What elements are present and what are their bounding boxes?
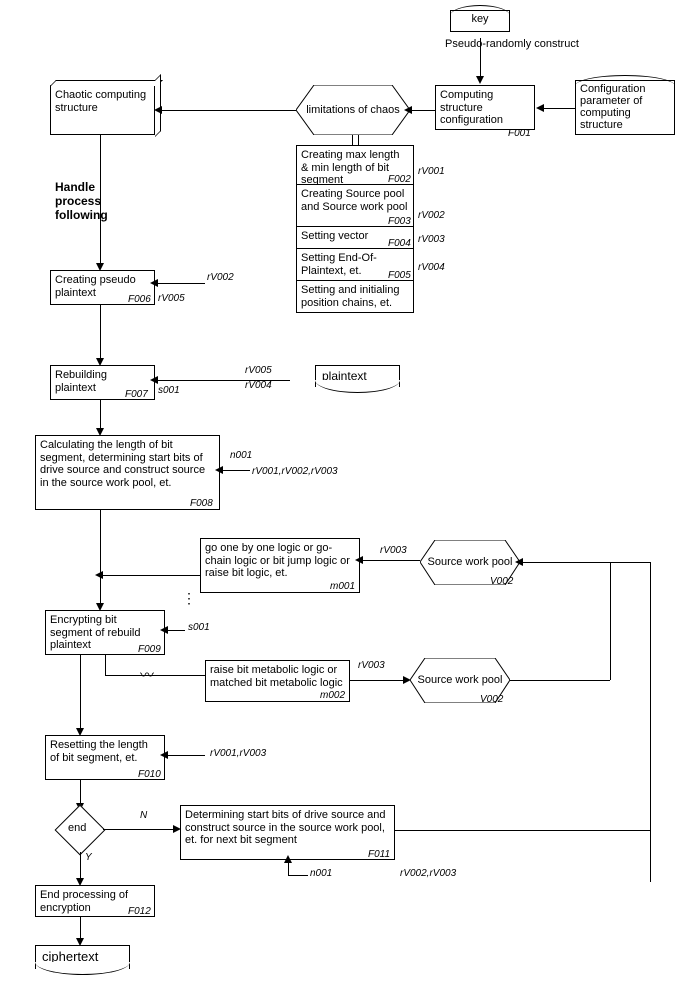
f010-text: Resetting the length of bit segment, et. (50, 739, 148, 764)
chaotic-box: Chaotic computing structure (50, 85, 155, 135)
handle-label: Handle process following (55, 180, 135, 222)
s001-a: s001 (158, 385, 180, 396)
rv004-a: rV004 (418, 262, 445, 273)
s001-b: s001 (188, 622, 210, 633)
chains-text: Setting and initialing position chains, … (301, 284, 399, 309)
rv13: rV001,rV003 (210, 748, 266, 759)
rv-group: rV001,rV002,rV003 (252, 466, 338, 477)
rv001-a: rV001 (418, 166, 445, 177)
rv003-c: rV003 (358, 660, 385, 671)
end-label: end (68, 822, 86, 834)
limitations-hex: limitations of chaos (296, 85, 410, 135)
config-param: Configuration parameter of computing str… (575, 80, 675, 135)
n-label: N (140, 810, 147, 821)
csc-label: Computing structure configuration (440, 89, 503, 126)
v002-1: V002 (490, 576, 513, 587)
f004-tag: F004 (388, 238, 411, 249)
f012-tag: F012 (128, 906, 151, 917)
n001-a: n001 (230, 450, 252, 461)
rv005-b: rV005 (245, 365, 272, 376)
swp2-label: Source work pool (418, 674, 503, 686)
f001-label: F001 (508, 128, 531, 139)
m001-text: go one by one logic or go-chain logic or… (205, 542, 350, 579)
rv003-b: rV003 (380, 545, 407, 556)
y-label: Y (85, 852, 92, 863)
chaotic-label: Chaotic computing structure (55, 89, 146, 114)
dots: ⋮ (182, 590, 196, 607)
f010-tag: F010 (138, 769, 161, 780)
rv002-b: rV002 (207, 272, 234, 283)
f011-box: Determining start bits of drive source a… (180, 805, 395, 860)
swp1-label: Source work pool (428, 556, 513, 568)
f012-text: End processing of encryption (40, 889, 128, 914)
f011-text: Determining start bits of drive source a… (185, 809, 386, 846)
rv005-a: rV005 (158, 293, 185, 304)
f008-tag: F008 (190, 498, 213, 509)
f009-text: Encrypting bit segment of rebuild plaint… (50, 614, 141, 651)
ciphertext-doc: ciphertext (35, 945, 130, 969)
rv003-a: rV003 (418, 234, 445, 245)
f006-tag: F006 (128, 294, 151, 305)
m002-tag: m002 (320, 690, 345, 701)
f004-text: Setting vector (301, 230, 368, 242)
f007-text: Rebuilding plaintext (55, 369, 107, 394)
wave-icon: 〰 (140, 665, 154, 685)
rv004-b: rV004 (245, 380, 272, 391)
f005-text: Setting End-Of-Plaintext, et. (301, 252, 377, 277)
m002-text: raise bit metabolic logic or matched bit… (210, 664, 343, 689)
rv23: rV002,rV003 (400, 868, 456, 879)
f008-text: Calculating the length of bit segment, d… (40, 439, 205, 489)
f011-tag: F011 (368, 849, 390, 860)
rv002-a: rV002 (418, 210, 445, 221)
f002-text: Creating max length & min length of bit … (301, 149, 399, 186)
f003-tag: F003 (388, 216, 411, 227)
chains-box: Setting and initialing position chains, … (296, 281, 414, 313)
lim-label: limitations of chaos (306, 104, 400, 116)
f003-text: Creating Source pool and Source work poo… (301, 188, 407, 213)
m001-tag: m001 (330, 581, 355, 592)
f002-tag: F002 (388, 174, 411, 185)
f005-tag: F005 (388, 270, 411, 281)
f009-tag: F009 (138, 644, 161, 655)
n001-c: n001 (310, 868, 332, 879)
key-input: key (450, 10, 510, 32)
comp-struct-config: Computing structure configuration (435, 85, 535, 130)
f007-tag: F007 (125, 389, 148, 400)
v002-2: V002 (480, 694, 503, 705)
pseudo-random-label: Pseudo-randomly construct (445, 38, 579, 50)
plaintext-doc: plaintext (315, 365, 400, 387)
f006-text: Creating pseudo plaintext (55, 274, 136, 299)
